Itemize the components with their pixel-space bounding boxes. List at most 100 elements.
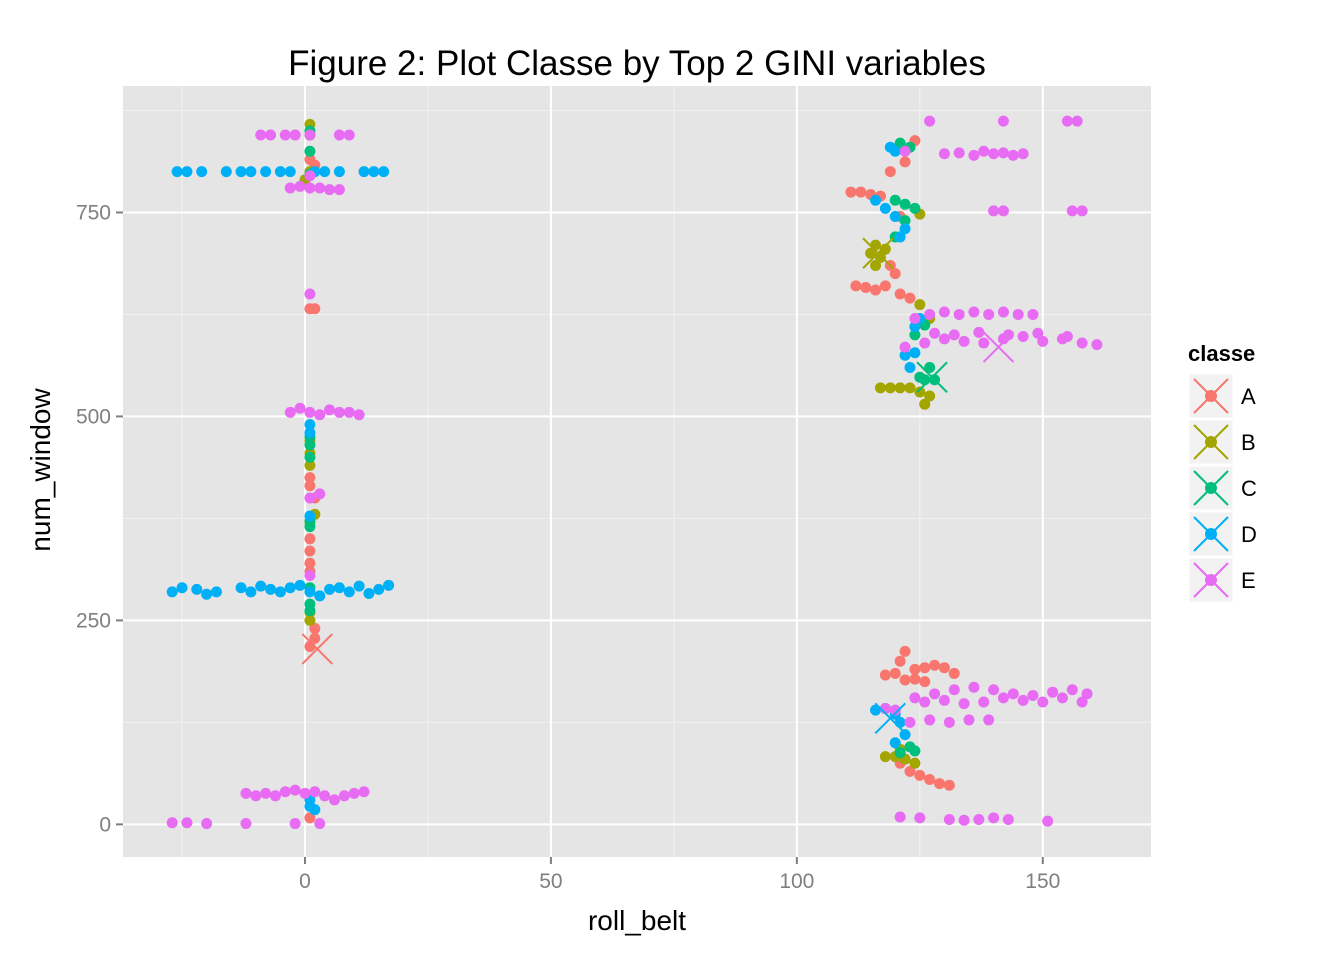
data-point-A (884, 166, 896, 178)
data-point-A (855, 186, 867, 198)
data-point-A (889, 268, 901, 280)
data-point-E (919, 337, 931, 349)
x-axis: 0 50 100 150 (299, 857, 1060, 893)
data-point-D (274, 166, 286, 178)
data-point-E (958, 814, 970, 826)
data-point-E (309, 786, 321, 798)
data-point-E (333, 184, 345, 196)
legend-label-A: A (1241, 384, 1256, 409)
data-point-B (304, 459, 316, 471)
x-axis-title: roll_belt (588, 905, 686, 936)
data-point-B (914, 386, 926, 398)
data-point-E (324, 404, 336, 416)
data-point-B (909, 757, 921, 769)
data-point-C (924, 361, 936, 373)
data-point-E (973, 813, 985, 825)
data-point-E (304, 406, 316, 418)
data-point-D (181, 166, 193, 178)
data-point-E (953, 308, 965, 320)
x-tick-label: 150 (1025, 870, 1060, 893)
data-point-D (274, 586, 286, 598)
data-point-C (909, 202, 921, 214)
data-point-C (899, 215, 911, 227)
data-point-E (1027, 308, 1039, 320)
data-point-D (294, 579, 306, 591)
y-axis-title: num_window (25, 388, 56, 552)
data-point-E (1042, 815, 1054, 827)
data-point-D (255, 580, 267, 592)
data-point-D (235, 166, 247, 178)
data-point-E (1037, 335, 1049, 347)
data-point-A (304, 472, 316, 484)
data-point-D (304, 419, 316, 431)
data-point-E (919, 696, 931, 708)
data-point-A (904, 292, 916, 304)
data-point-A (304, 533, 316, 545)
data-point-A (889, 667, 901, 679)
centroid-A (301, 633, 333, 665)
plot-panel (123, 86, 1151, 857)
data-point-E (166, 817, 178, 829)
data-point-E (978, 696, 990, 708)
data-point-D (284, 166, 296, 178)
data-point-E (924, 308, 936, 320)
data-point-C (304, 451, 316, 463)
data-point-E (973, 326, 985, 338)
data-point-E (1012, 308, 1024, 320)
data-point-A (309, 623, 321, 635)
data-point-D (245, 166, 257, 178)
data-point-E (265, 129, 277, 141)
legend-point (1205, 528, 1217, 540)
data-point-A (879, 280, 891, 292)
data-point-E (924, 714, 936, 726)
data-point-E (348, 787, 360, 799)
data-point-E (997, 306, 1009, 318)
data-point-D (889, 145, 901, 157)
data-point-D (191, 583, 203, 595)
data-point-E (938, 694, 950, 706)
data-point-E (240, 818, 252, 830)
data-point-A (929, 659, 941, 671)
data-point-D (870, 194, 882, 206)
data-point-E (899, 341, 911, 353)
data-point-E (279, 129, 291, 141)
data-point-E (1037, 696, 1049, 708)
data-point-E (988, 148, 1000, 160)
data-point-B (865, 247, 877, 259)
data-point-E (343, 129, 355, 141)
data-point-E (201, 818, 213, 830)
data-point-E (319, 790, 331, 802)
data-point-E (289, 129, 301, 141)
data-point-A (304, 812, 316, 824)
data-point-C (304, 439, 316, 451)
legend-label-B: B (1241, 430, 1256, 455)
data-point-C (304, 521, 316, 533)
data-point-E (333, 406, 345, 418)
data-point-D (879, 202, 891, 214)
data-point-E (269, 790, 281, 802)
data-point-E (997, 147, 1009, 159)
x-tick-label: 50 (539, 870, 562, 893)
data-point-E (1066, 684, 1078, 696)
data-point-B (870, 259, 882, 271)
data-point-D (343, 586, 355, 598)
data-point-C (909, 745, 921, 757)
data-point-B (919, 398, 931, 410)
data-point-D (373, 583, 385, 595)
data-point-E (968, 681, 980, 693)
data-point-D (899, 223, 911, 235)
data-point-A (860, 282, 872, 294)
data-point-D (171, 166, 183, 178)
data-point-E (329, 794, 341, 806)
data-point-D (909, 321, 921, 333)
data-point-E (997, 115, 1009, 127)
data-point-E (1056, 692, 1068, 704)
data-point-A (850, 280, 862, 292)
legend-label-D: D (1241, 522, 1257, 547)
data-point-A (924, 773, 936, 785)
y-tick-label: 750 (76, 201, 111, 224)
data-point-E (1047, 686, 1059, 698)
data-point-A (304, 557, 316, 569)
data-point-A (309, 632, 321, 644)
data-point-E (948, 684, 960, 696)
